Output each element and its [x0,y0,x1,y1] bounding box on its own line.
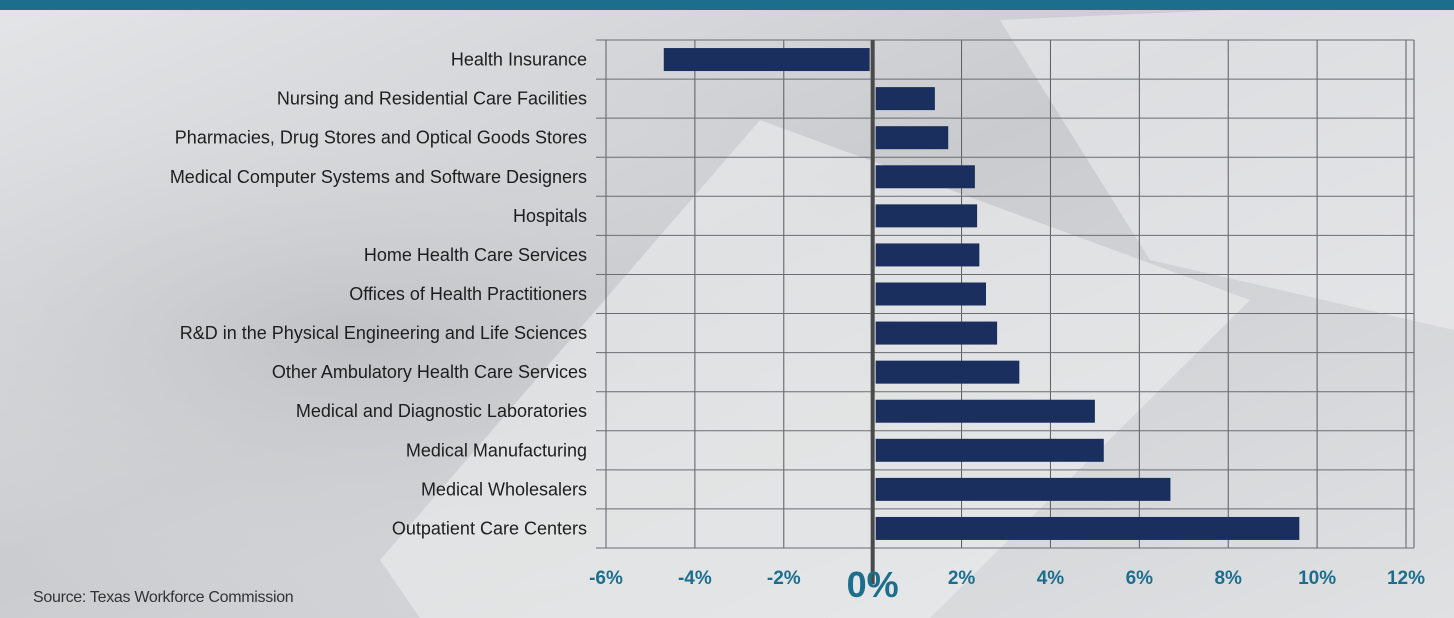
bar [875,87,935,111]
bar [875,321,998,345]
category-label: Nursing and Residential Care Facilities [277,89,587,109]
category-label: Home Health Care Services [364,245,587,265]
zero-tick-label: 0% [847,564,899,605]
top-accent-band [0,0,1454,10]
x-tick-label: -2% [767,568,801,589]
bar [875,282,986,306]
bar [875,477,1171,501]
bar [875,438,1104,462]
x-tick-label: 4% [1037,568,1065,589]
category-label: Medical Computer Systems and Software De… [170,167,587,187]
bar [875,399,1095,423]
source-note: Source: Texas Workforce Commission [33,589,294,606]
x-tick-label: 10% [1298,568,1336,589]
bar [875,204,978,228]
x-tick-label: 8% [1214,568,1242,589]
category-label: Medical Wholesalers [421,479,587,499]
category-label: Outpatient Care Centers [392,518,587,538]
x-tick-label: 2% [948,568,976,589]
category-label: R&D in the Physical Engineering and Life… [180,323,587,343]
bar [875,165,975,189]
bar [875,360,1020,384]
category-label: Pharmacies, Drug Stores and Optical Good… [175,128,587,148]
bar [875,243,980,267]
x-tick-label: 6% [1126,568,1154,589]
category-label: Medical Manufacturing [406,440,587,460]
category-label: Other Ambulatory Health Care Services [272,362,587,382]
x-tick-label: -4% [678,568,712,589]
category-label: Medical and Diagnostic Laboratories [296,401,587,421]
bar [875,516,1300,540]
bar [875,126,949,150]
bar [663,48,870,72]
category-label: Offices of Health Practitioners [349,284,587,304]
category-label: Hospitals [513,206,587,226]
x-tick-label: -6% [589,568,623,589]
category-label: Health Insurance [451,50,587,70]
x-tick-label: 12% [1387,568,1425,589]
